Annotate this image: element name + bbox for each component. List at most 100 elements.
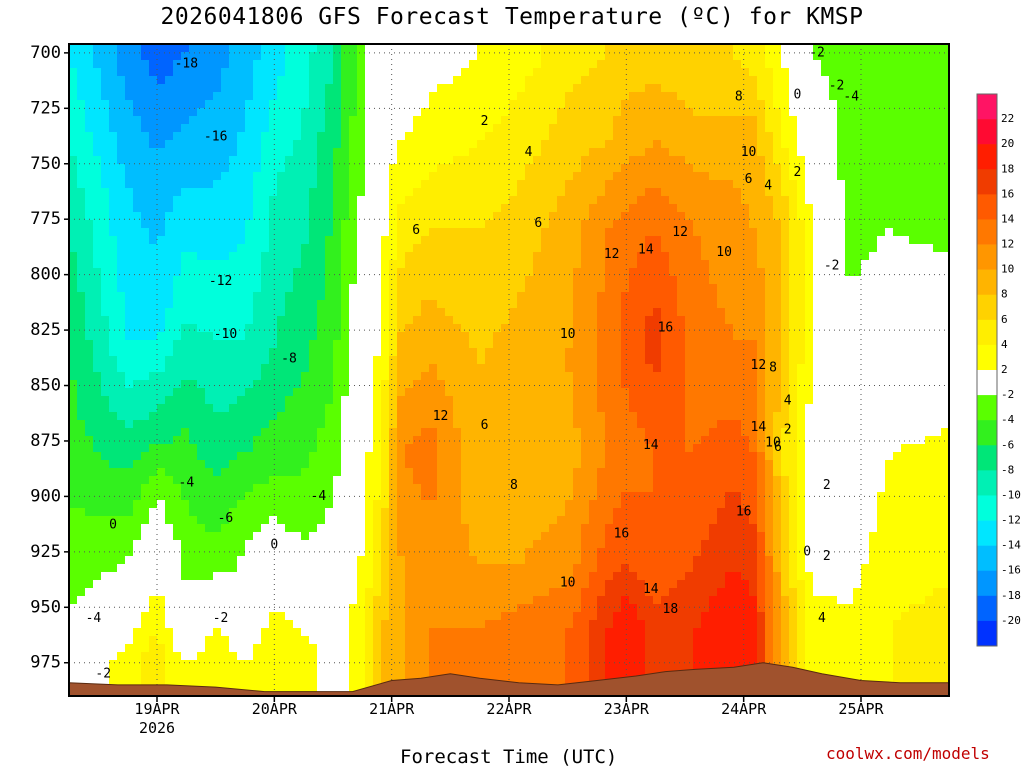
field-cell (453, 348, 462, 357)
field-cell (493, 476, 502, 485)
field-cell (309, 236, 318, 245)
field-cell (461, 284, 470, 293)
field-cell (429, 668, 438, 677)
field-cell (469, 300, 478, 309)
field-cell (429, 588, 438, 597)
field-cell (309, 172, 318, 181)
field-cell (453, 164, 462, 173)
field-cell (357, 212, 366, 221)
field-cell (197, 524, 206, 533)
field-cell (237, 220, 246, 229)
field-cell (453, 340, 462, 349)
field-cell (221, 44, 230, 53)
field-cell (397, 324, 406, 333)
field-cell (445, 164, 454, 173)
field-cell (461, 404, 470, 413)
field-cell (197, 84, 206, 93)
field-cell (461, 260, 470, 269)
field-cell (397, 84, 406, 93)
field-cell (461, 236, 470, 245)
field-cell (317, 204, 326, 213)
field-cell (237, 188, 246, 197)
field-cell (157, 92, 166, 101)
field-cell (541, 204, 550, 213)
field-cell (213, 348, 222, 357)
field-cell (373, 396, 382, 405)
field-cell (125, 188, 134, 197)
field-cell (269, 92, 278, 101)
field-cell (181, 292, 190, 301)
field-cell (181, 396, 190, 405)
field-cell (309, 548, 318, 557)
field-cell (477, 332, 486, 341)
field-cell (461, 636, 470, 645)
field-cell (213, 204, 222, 213)
field-cell (357, 628, 366, 637)
field-cell (253, 188, 262, 197)
field-cell (269, 660, 278, 669)
field-cell (413, 236, 422, 245)
field-cell (349, 204, 358, 213)
field-cell (501, 500, 510, 509)
field-cell (69, 300, 78, 309)
field-cell (141, 292, 150, 301)
field-cell (77, 252, 86, 261)
field-cell (213, 44, 222, 53)
field-cell (373, 212, 382, 221)
field-cell (493, 516, 502, 525)
field-cell (269, 684, 278, 693)
field-cell (117, 380, 126, 389)
field-cell (277, 380, 286, 389)
field-cell (317, 276, 326, 285)
field-cell (237, 564, 246, 573)
field-cell (77, 204, 86, 213)
field-cell (173, 404, 182, 413)
field-cell (213, 420, 222, 429)
field-cell (269, 204, 278, 213)
field-cell (493, 540, 502, 549)
field-cell (189, 644, 198, 653)
field-cell (493, 140, 502, 149)
field-cell (165, 532, 174, 541)
field-cell (293, 468, 302, 477)
field-cell (453, 660, 462, 669)
field-cell (85, 332, 94, 341)
field-cell (429, 556, 438, 565)
field-cell (405, 396, 414, 405)
field-cell (109, 156, 118, 165)
field-cell (133, 676, 142, 685)
field-cell (317, 84, 326, 93)
field-cell (133, 356, 142, 365)
field-cell (101, 284, 110, 293)
field-cell (517, 668, 526, 677)
field-cell (253, 84, 262, 93)
field-cell (389, 652, 398, 661)
field-cell (85, 500, 94, 509)
field-cell (269, 508, 278, 517)
field-cell (189, 564, 198, 573)
field-cell (165, 212, 174, 221)
field-cell (101, 188, 110, 197)
field-cell (325, 156, 334, 165)
field-cell (501, 252, 510, 261)
field-cell (285, 324, 294, 333)
field-cell (509, 660, 518, 669)
field-cell (285, 252, 294, 261)
field-cell (541, 572, 550, 581)
field-cell (333, 364, 342, 373)
field-cell (221, 340, 230, 349)
field-cell (333, 196, 342, 205)
field-cell (93, 140, 102, 149)
field-cell (213, 508, 222, 517)
field-cell (93, 68, 102, 77)
field-cell (213, 652, 222, 661)
field-cell (549, 628, 558, 637)
field-cell (421, 372, 430, 381)
field-cell (389, 84, 398, 93)
field-cell (429, 164, 438, 173)
field-cell (453, 68, 462, 77)
field-cell (453, 60, 462, 69)
field-cell (421, 356, 430, 365)
field-cell (149, 284, 158, 293)
field-cell (541, 500, 550, 509)
